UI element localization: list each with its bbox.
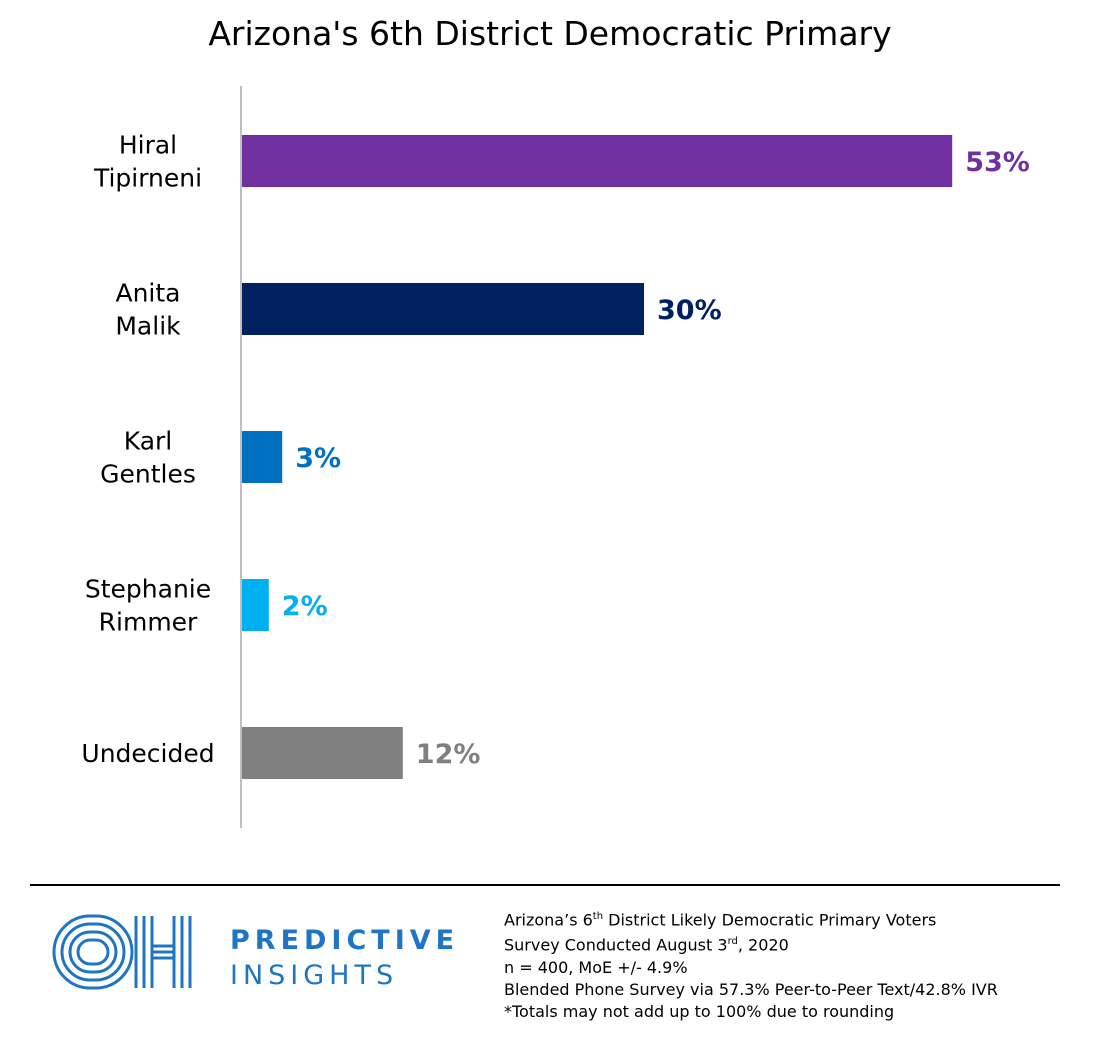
bar-3 <box>242 579 269 631</box>
bar-4 <box>242 727 403 779</box>
bar-1 <box>242 283 644 335</box>
bar-2 <box>242 431 283 483</box>
chart-title: Arizona's 6th District Democratic Primar… <box>208 14 892 53</box>
footer-divider <box>30 884 1060 886</box>
category-label-1: Anita Malik <box>115 279 181 341</box>
survey-notes: Arizona’s 6th District Likely Democratic… <box>504 906 998 1023</box>
bar-0 <box>242 135 953 187</box>
bar-chart: 53% Hiral Tipirneni 30% Anita Malik 3% Karl Gent… <box>81 86 1030 828</box>
category-label-4: Undecided <box>81 739 214 768</box>
brand-name-line1: PREDICTIVE <box>230 925 460 956</box>
category-label-0: Hiral Tipirneni <box>93 131 202 193</box>
note-rounding: *Totals may not add up to 100% due to ro… <box>504 1001 895 1021</box>
note-sample: n = 400, MoE +/- 4.9% <box>504 957 688 977</box>
value-label-2: 3% <box>295 443 341 474</box>
brand-name-line2: INSIGHTS <box>230 960 399 991</box>
note-date: Survey Conducted August 3rd, 2020 <box>504 935 789 955</box>
value-label-1: 30% <box>657 295 722 326</box>
note-population: Arizona’s 6th District Likely Democratic… <box>504 910 937 930</box>
category-label-3: Stephanie Rimmer <box>85 575 211 637</box>
value-label-3: 2% <box>282 591 328 622</box>
value-label-0: 53% <box>965 147 1030 178</box>
note-method: Blended Phone Survey via 57.3% Peer-to-P… <box>504 979 998 999</box>
category-label-2: Karl Gentles <box>100 427 196 489</box>
oh-logo-icon <box>52 914 192 990</box>
value-label-4: 12% <box>416 739 481 770</box>
